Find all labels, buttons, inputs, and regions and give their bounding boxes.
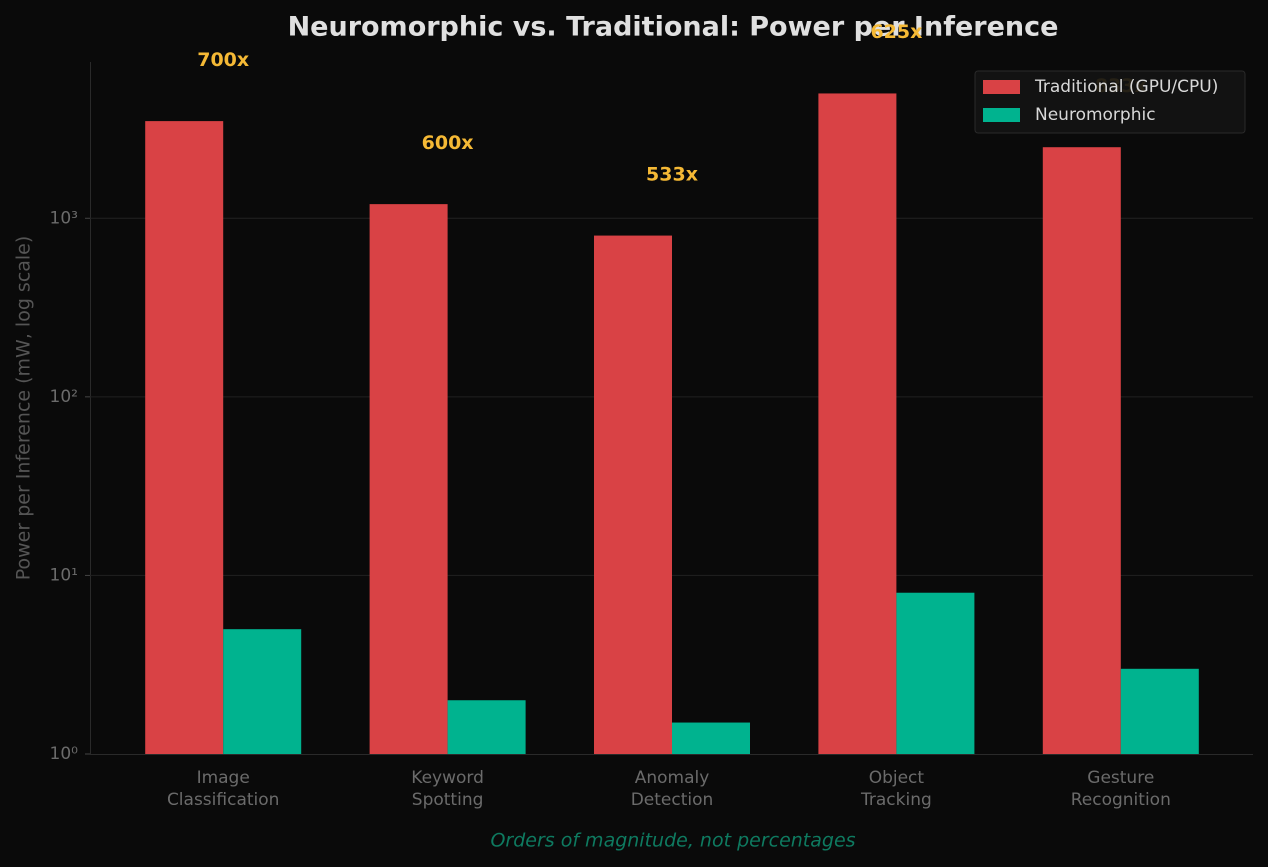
y-tick-label: 10² xyxy=(50,387,78,407)
legend-swatch xyxy=(983,108,1020,122)
bar xyxy=(1120,668,1199,754)
bar xyxy=(447,700,526,754)
legend: Traditional (GPU/CPU) Neuromorphic xyxy=(974,70,1246,134)
legend-box xyxy=(974,70,1246,134)
annotation: 533x xyxy=(646,163,698,185)
x-axis-label: Orders of magnitude, not percentages xyxy=(490,830,855,852)
x-tick-label: Gesture Recognition xyxy=(1070,768,1171,810)
bar xyxy=(896,592,975,754)
x-tick-label: Anomaly Detection xyxy=(630,768,714,810)
annotation: 625x xyxy=(870,21,922,43)
legend-swatch xyxy=(983,80,1020,94)
y-axis-label: Power per Inference (mW, log scale) xyxy=(13,236,35,581)
bar xyxy=(672,722,750,754)
bar xyxy=(818,93,897,755)
bar xyxy=(223,629,302,754)
x-tick-label: Keyword Spotting xyxy=(411,768,484,810)
annotation: 700x xyxy=(197,49,249,71)
legend-label: Traditional (GPU/CPU) xyxy=(1034,77,1218,97)
bar xyxy=(594,235,672,754)
legend-label: Neuromorphic xyxy=(1035,105,1156,125)
annotation: 600x xyxy=(422,132,474,154)
bar xyxy=(369,204,448,754)
y-tick-label: 10³ xyxy=(50,208,78,228)
bar xyxy=(145,121,224,755)
bar xyxy=(1042,147,1121,755)
y-tick-label: 10¹ xyxy=(50,565,78,585)
y-tick-label: 10⁰ xyxy=(50,744,79,764)
x-tick-label: Image Classification xyxy=(166,768,280,810)
x-tick-label: Object Tracking xyxy=(861,768,932,810)
chart-title: Neuromorphic vs. Traditional: Power per … xyxy=(288,12,1059,43)
